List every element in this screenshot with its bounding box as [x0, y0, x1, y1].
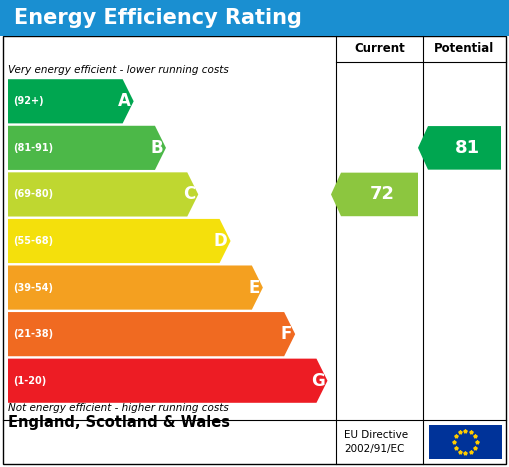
Text: Current: Current: [354, 42, 405, 56]
Text: F: F: [281, 325, 292, 343]
Polygon shape: [331, 173, 418, 216]
Text: A: A: [118, 92, 131, 110]
Text: (69-80): (69-80): [13, 190, 53, 199]
Text: (1-20): (1-20): [13, 376, 46, 386]
Text: Potential: Potential: [434, 42, 495, 56]
Text: 72: 72: [370, 185, 395, 204]
Polygon shape: [8, 359, 327, 403]
Text: Energy Efficiency Rating: Energy Efficiency Rating: [14, 8, 302, 28]
Text: EU Directive
2002/91/EC: EU Directive 2002/91/EC: [344, 430, 408, 454]
Polygon shape: [8, 312, 295, 356]
Text: (81-91): (81-91): [13, 143, 53, 153]
Text: England, Scotland & Wales: England, Scotland & Wales: [8, 415, 230, 430]
Bar: [0, 0, 509, 36]
Text: Very energy efficient - lower running costs: Very energy efficient - lower running co…: [8, 65, 229, 75]
Text: (21-38): (21-38): [13, 329, 53, 339]
Text: G: G: [310, 372, 324, 390]
Text: (92+): (92+): [13, 96, 44, 106]
Bar: [429, 425, 502, 459]
Text: (55-68): (55-68): [13, 236, 53, 246]
Polygon shape: [8, 265, 263, 310]
Text: B: B: [150, 139, 163, 157]
Polygon shape: [8, 126, 166, 170]
Polygon shape: [418, 126, 501, 170]
Polygon shape: [8, 79, 134, 123]
Polygon shape: [8, 219, 231, 263]
Text: D: D: [214, 232, 228, 250]
Polygon shape: [8, 172, 199, 217]
Text: 81: 81: [455, 139, 480, 157]
Text: E: E: [248, 279, 260, 297]
Text: (39-54): (39-54): [13, 283, 53, 292]
Text: Not energy efficient - higher running costs: Not energy efficient - higher running co…: [8, 403, 229, 413]
Text: C: C: [183, 185, 195, 204]
